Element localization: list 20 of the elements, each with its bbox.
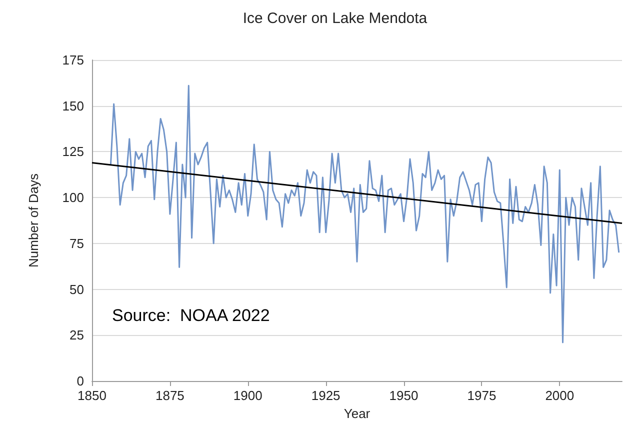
- y-tick-label: 50: [70, 282, 84, 297]
- x-tick-label: 1950: [389, 388, 418, 403]
- y-tick-label: 150: [62, 98, 84, 114]
- y-tick-label: 125: [62, 144, 84, 160]
- x-tick-label: 2000: [545, 388, 574, 403]
- y-tick-label: 175: [62, 52, 84, 68]
- x-tick-label: 1975: [467, 388, 496, 403]
- y-axis-title: Number of Days: [26, 173, 41, 268]
- x-tick-label: 1900: [233, 388, 262, 403]
- x-tick-label: 1850: [78, 388, 106, 403]
- annotation: Source: NOAA 2022: [112, 306, 270, 325]
- x-tick-label: 1875: [155, 388, 184, 403]
- y-tick-label: 100: [62, 190, 84, 206]
- y-tick-label: 0: [76, 374, 84, 388]
- x-tick-label: 1925: [311, 388, 340, 403]
- chart-title: Ice Cover on Lake Mendota: [242, 10, 428, 27]
- y-tick-label: 25: [70, 328, 84, 343]
- line-series: [110, 84, 620, 344]
- x-axis-title: Year: [344, 406, 371, 421]
- y-tick-label: 75: [70, 236, 84, 251]
